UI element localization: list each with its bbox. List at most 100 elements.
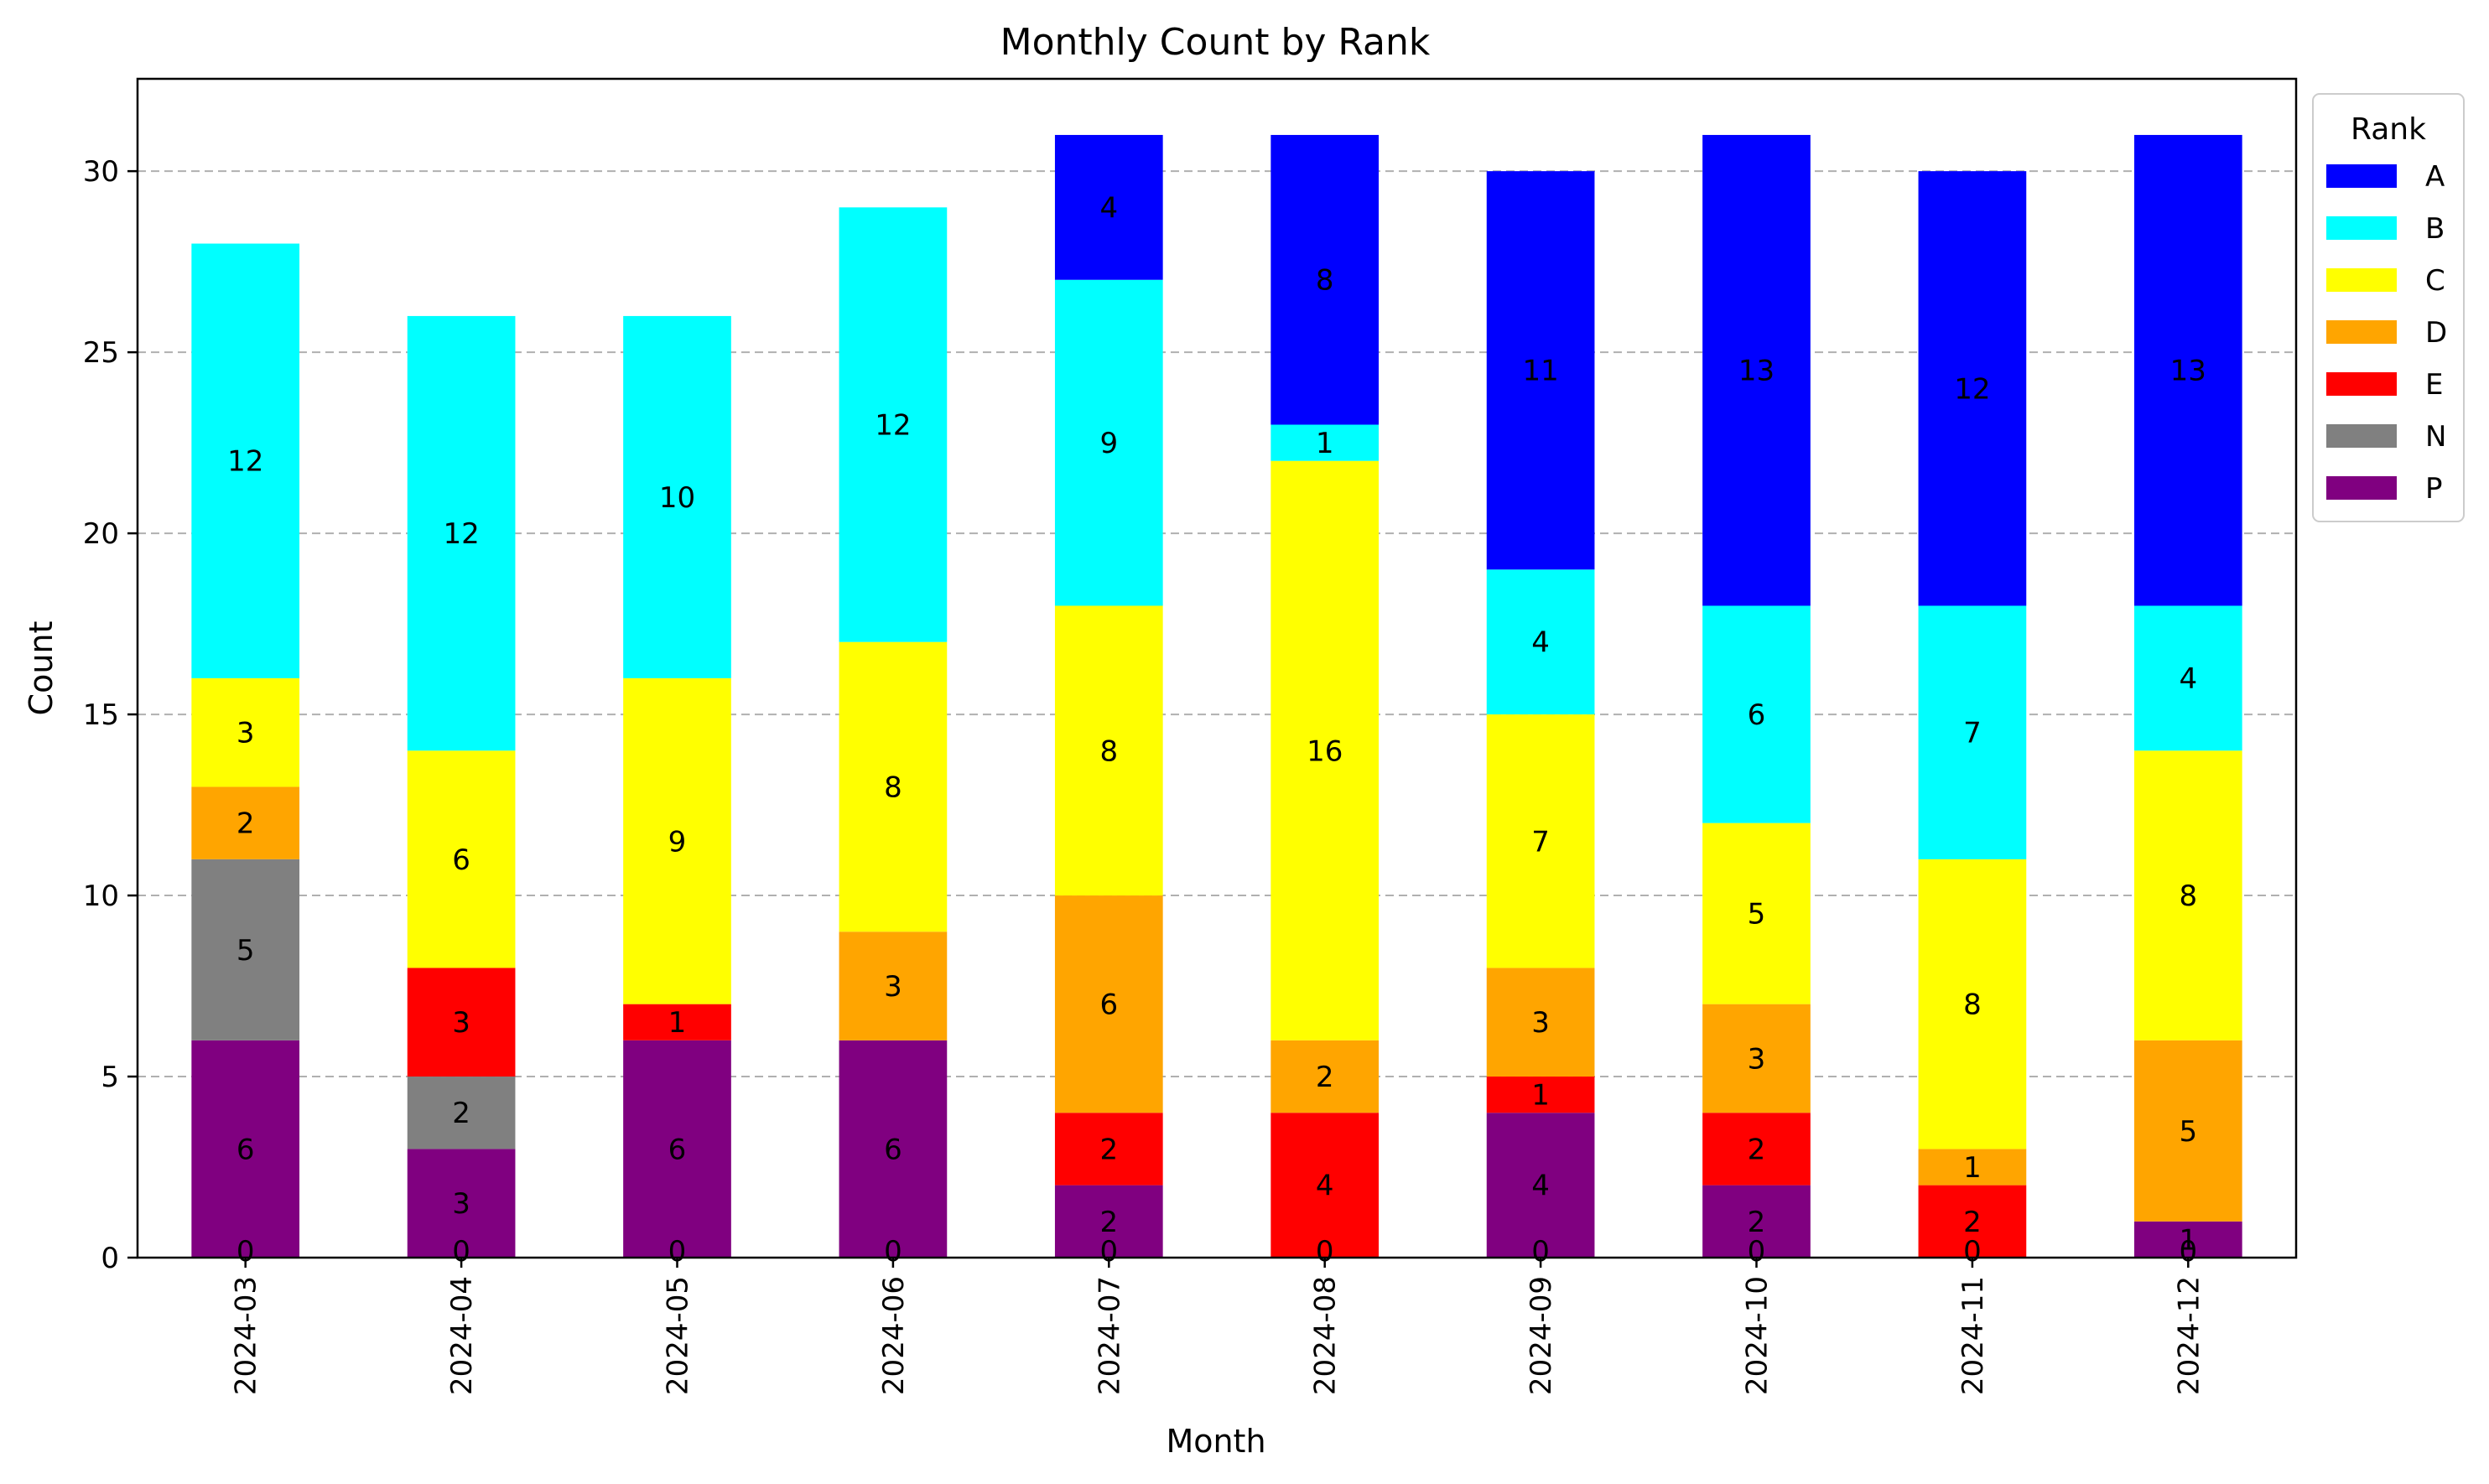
legend-swatch-P [2326, 476, 2397, 500]
bar-segment-C [1702, 822, 1811, 1004]
bar-value-label: 7 [1963, 717, 1982, 750]
bar-value-label: 6 [668, 1133, 687, 1166]
bar-value-labels: 6523120323612061910063812022689404216180… [227, 191, 2206, 1269]
bar-value-label: 4 [1531, 626, 1550, 660]
bar-value-label: 1 [1531, 1079, 1550, 1113]
y-axis-label: Count [23, 621, 60, 716]
bar-segment-A [2133, 134, 2242, 606]
bar-segment-D [1054, 895, 1163, 1113]
bar-zero-label: 0 [1963, 1235, 1982, 1269]
legend-label-B: B [2425, 212, 2445, 246]
bar-segment-B [1702, 605, 1811, 823]
bar-segment-C [839, 641, 948, 932]
bar-segment-C [1054, 605, 1163, 896]
bar-value-label: 8 [1963, 988, 1982, 1022]
bar-value-label: 1 [2179, 1223, 2197, 1257]
legend-label-E: E [2425, 368, 2443, 402]
bar-value-label: 12 [1954, 372, 1990, 406]
bar-value-label: 2 [1099, 1206, 1118, 1239]
bar-segment-C [1270, 460, 1380, 1040]
bar-segment-P [1054, 1185, 1163, 1258]
legend-box [2312, 93, 2465, 522]
bar-segment-D [1486, 968, 1595, 1077]
bar-segment-A [1486, 171, 1595, 570]
bar-value-label: 7 [1531, 825, 1550, 859]
plot-area-frame [136, 77, 2298, 1259]
bar-segment-C [623, 677, 731, 1004]
bar-value-label: 8 [1099, 734, 1118, 768]
bar-zero-label: 0 [668, 1235, 687, 1269]
bar-value-label: 8 [884, 771, 902, 804]
x-axis: 2024-03 2024-04 2024-05 2024-06 2024-07 2024-… [230, 1258, 2206, 1395]
bar-value-label: 2 [1748, 1133, 1766, 1166]
bar-segment-P [1486, 1113, 1595, 1258]
y-tick-label: 15 [83, 698, 119, 732]
bar-segment-C [2133, 750, 2242, 1040]
bar-segment-C [191, 677, 300, 787]
bar-value-label: 1 [1963, 1151, 1982, 1185]
bar-value-label: 10 [659, 481, 695, 515]
x-tick-label: 2024-11 [1956, 1276, 1990, 1395]
bar-segment-B [1486, 569, 1595, 715]
legend-label-N: N [2425, 420, 2446, 454]
legend-label-A: A [2425, 160, 2445, 194]
bar-segment-B [1918, 605, 2027, 859]
bar-value-label: 8 [1316, 264, 1334, 298]
y-tick-label: 25 [83, 336, 119, 370]
bar-segment-N [191, 859, 300, 1040]
legend-swatch-N [2326, 424, 2397, 448]
bar-segment-P [407, 1149, 516, 1258]
bar-segment-D [2133, 1040, 2242, 1222]
bar-value-label: 16 [1307, 734, 1343, 768]
bar-value-label: 6 [1099, 988, 1118, 1022]
bar-value-label: 5 [1748, 898, 1766, 931]
bar-segment-D [1270, 1040, 1380, 1113]
bar-segment-E [1918, 1185, 2027, 1258]
bars [191, 134, 2242, 1258]
bar-value-label: 4 [2179, 662, 2197, 696]
bar-value-label: 2 [236, 807, 255, 841]
bar-segment-E [407, 968, 516, 1077]
y-tick-label: 20 [83, 517, 119, 551]
y-tick-label: 5 [101, 1061, 119, 1094]
bar-segment-A [1918, 171, 2027, 606]
bar-value-label: 4 [1531, 1170, 1550, 1203]
bar-value-label: 3 [1531, 1006, 1550, 1040]
bar-value-label: 12 [227, 445, 263, 479]
bar-value-label: 2 [1748, 1206, 1766, 1239]
x-tick-label: 2024-06 [877, 1276, 911, 1395]
bar-zero-label: 0 [1748, 1235, 1766, 1269]
bar-value-label: 1 [668, 1006, 687, 1040]
bar-zero-label: 0 [2179, 1235, 2197, 1269]
legend-swatch-D [2326, 320, 2397, 344]
y-tick-label: 30 [83, 155, 119, 189]
legend-swatch-A [2326, 164, 2397, 188]
x-tick-label: 2024-03 [230, 1276, 263, 1395]
bar-value-label: 6 [884, 1133, 902, 1166]
bar-value-label: 4 [1099, 191, 1118, 225]
bar-value-label: 3 [452, 1187, 470, 1221]
x-axis-label: Month [1166, 1423, 1265, 1460]
bar-segment-P [1702, 1185, 1811, 1258]
bar-zero-label: 0 [452, 1235, 470, 1269]
bar-value-label: 6 [1748, 698, 1766, 732]
bar-segment-B [839, 207, 948, 642]
bar-value-label: 13 [1738, 355, 1775, 388]
bar-value-label: 13 [2170, 355, 2206, 388]
y-tick-label: 0 [101, 1242, 119, 1275]
bar-value-label: 2 [1316, 1061, 1334, 1094]
bar-value-label: 9 [668, 825, 687, 859]
y-tick-label: 10 [83, 880, 119, 913]
legend-swatch-E [2326, 372, 2397, 396]
bar-value-label: 3 [884, 970, 902, 1004]
bar-value-label: 2 [1963, 1206, 1982, 1239]
bar-segment-N [407, 1077, 516, 1149]
bar-zero-label: 0 [1316, 1235, 1334, 1269]
bar-zero-label: 0 [236, 1235, 255, 1269]
x-tick-label: 2024-07 [1093, 1276, 1126, 1395]
bar-segment-A [1270, 134, 1380, 425]
bar-segment-E [1270, 1113, 1380, 1258]
bar-segment-C [1486, 714, 1595, 968]
